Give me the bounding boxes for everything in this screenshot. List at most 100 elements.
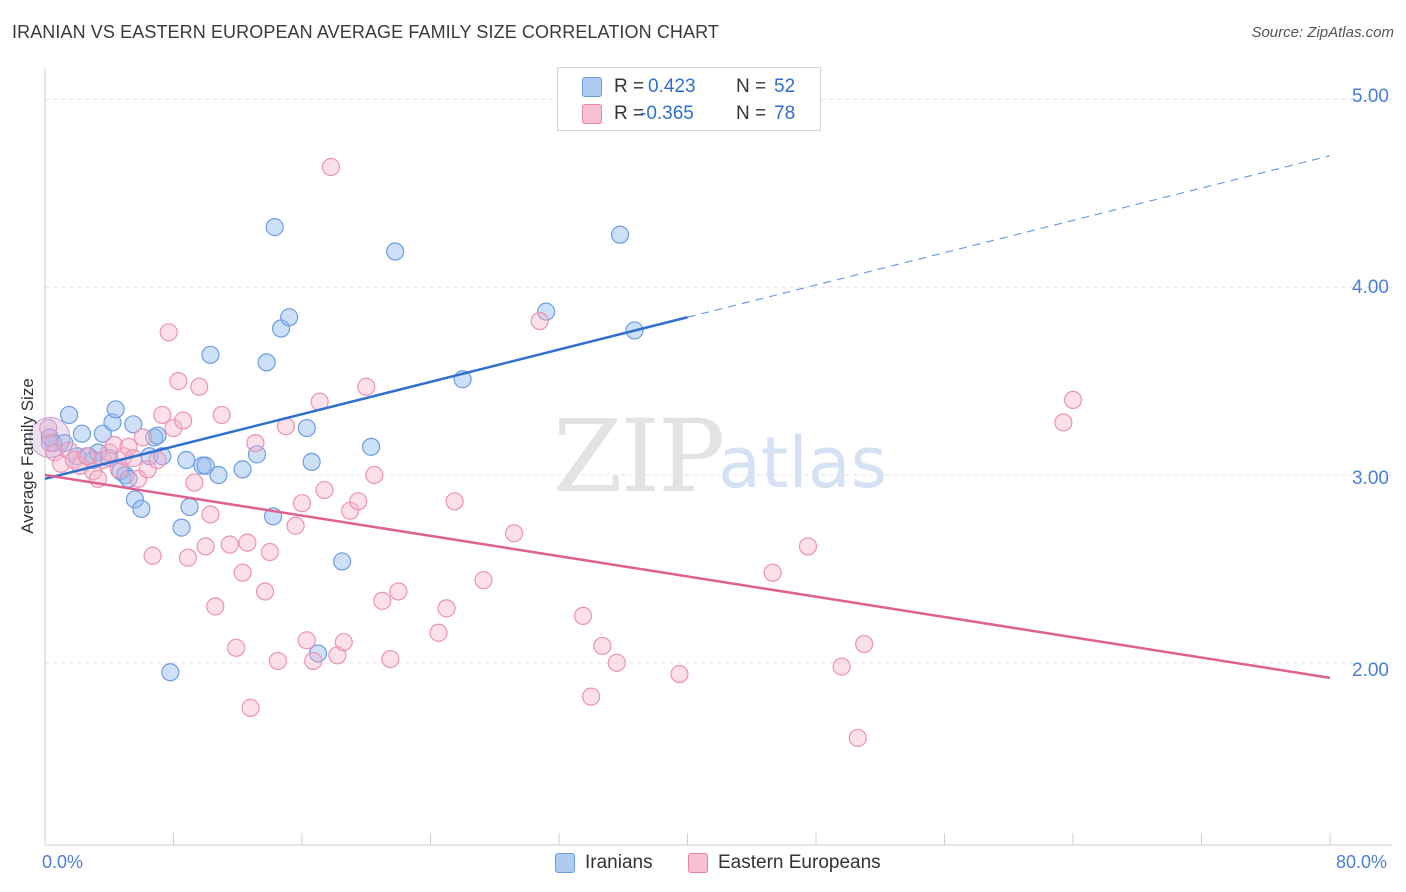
y-tick-3: 3.00: [1352, 468, 1389, 489]
eastern-europeans-point: [504, 524, 524, 543]
eastern-europeans-point: [321, 157, 341, 177]
eastern-europeans-point: [474, 571, 493, 590]
y-tick-2: 2.00: [1352, 660, 1389, 681]
eastern-europeans-point: [445, 492, 464, 511]
iranians-point: [333, 552, 352, 571]
eastern-europeans-point: [212, 405, 231, 425]
eastern-europeans-trend-line: [44, 473, 1331, 680]
iranians-point: [265, 218, 284, 237]
eastern-europeans-point: [196, 537, 215, 556]
source-label: Source: ZipAtlas.com: [1251, 24, 1394, 41]
eastern-europeans-point: [286, 516, 305, 535]
iranians-point: [124, 415, 143, 434]
eastern-europeans-point: [389, 582, 408, 601]
n-label: N =: [736, 103, 767, 124]
eastern-europeans-point: [832, 657, 851, 676]
eastern-europeans-point: [178, 548, 198, 567]
iranians-point: [233, 460, 252, 479]
eastern-europeans-point: [119, 437, 138, 456]
iranians-point: [59, 405, 79, 425]
eastern-europeans-point: [129, 469, 148, 488]
iranians-point: [361, 437, 381, 456]
eastern-europeans-point: [357, 377, 376, 396]
iranians-legend-label: Iranians: [585, 852, 653, 873]
eastern-europeans-point: [365, 465, 384, 485]
iranians-swatch: [582, 77, 602, 97]
eastern-europeans-point: [304, 651, 323, 671]
eastern-europeans-point: [530, 311, 549, 331]
eastern-europeans-point: [437, 599, 456, 618]
iranians-point: [72, 424, 92, 443]
x-tick-max: 80.0%: [1336, 852, 1388, 872]
r-label: R =: [614, 103, 645, 124]
eastern-europeans-point: [268, 651, 288, 671]
eastern-europeans-point: [855, 634, 874, 654]
eastern-europeans-point: [138, 460, 157, 479]
eastern-europeans-point: [607, 653, 626, 672]
eastern-europeans-point: [169, 372, 188, 391]
iranians-trend-extension: [687, 155, 1331, 318]
correlation-legend: R = 0.423 N = 52 R = -0.365 N = 78: [557, 67, 821, 131]
eastern-europeans-point: [670, 664, 689, 684]
r-label: R =: [614, 76, 645, 97]
eastern-europeans-point: [238, 533, 257, 552]
eastern-europeans-point: [174, 411, 193, 430]
eastern-europeans-point: [381, 649, 400, 669]
iranians-point: [386, 242, 405, 261]
iranians-point: [125, 490, 145, 509]
eastern-europeans-point: [143, 546, 162, 565]
y-tick-5: 5.00: [1352, 86, 1389, 107]
n-value: 78: [774, 103, 796, 124]
iranians-point: [161, 663, 180, 682]
iranians-point: [106, 400, 125, 419]
iranians-point: [280, 308, 299, 327]
eastern-europeans-legend-swatch: [688, 853, 708, 873]
eastern-europeans-point: [292, 494, 312, 513]
eastern-europeans-point: [315, 480, 334, 500]
eastern-europeans-point: [582, 687, 601, 706]
iranians-point: [537, 302, 556, 321]
eastern-europeans-point: [241, 698, 260, 718]
x-tick-min: 0.0%: [42, 852, 84, 872]
iranians-point: [610, 225, 630, 244]
eastern-europeans-point: [297, 631, 316, 650]
eastern-europeans-point: [201, 505, 220, 524]
eastern-europeans-point: [206, 597, 225, 616]
iranians-point: [177, 450, 196, 470]
watermark-atlas: atlas: [718, 422, 888, 504]
eastern-europeans-point: [260, 542, 279, 562]
iranians-point: [302, 452, 321, 471]
iranians-point: [201, 345, 220, 364]
r-value: 0.423: [648, 76, 696, 97]
eastern-europeans-point: [373, 591, 392, 610]
iranians-point: [297, 418, 316, 438]
eastern-europeans-point: [153, 405, 172, 425]
iranians-point: [172, 518, 191, 537]
iranians-point: [148, 426, 167, 445]
eastern-europeans-point: [227, 638, 246, 657]
eastern-europeans-point: [220, 535, 239, 554]
eastern-europeans-point: [233, 563, 252, 582]
eastern-europeans-point: [763, 563, 782, 582]
iranians-point: [209, 465, 228, 485]
iranians-point: [196, 456, 215, 475]
n-value: 52: [774, 76, 796, 97]
eastern-europeans-point: [164, 418, 183, 438]
iranians-point: [180, 497, 199, 517]
y-tick-4: 4.00: [1352, 277, 1389, 298]
eastern-europeans-point: [334, 633, 353, 652]
eastern-europeans-swatch: [582, 104, 602, 124]
eastern-europeans-point: [185, 473, 204, 492]
eastern-europeans-point: [798, 537, 818, 556]
r-value: -0.365: [640, 103, 694, 124]
eastern-europeans-point: [133, 428, 153, 447]
eastern-europeans-point: [40, 433, 59, 453]
n-label: N =: [736, 76, 767, 97]
eastern-europeans-point: [190, 377, 209, 396]
eastern-europeans-point: [1054, 413, 1073, 432]
eastern-europeans-point: [573, 606, 593, 625]
iranians-point: [132, 499, 151, 518]
chart-title: IRANIAN VS EASTERN EUROPEAN AVERAGE FAMI…: [12, 22, 719, 42]
eastern-europeans-point: [349, 492, 368, 511]
